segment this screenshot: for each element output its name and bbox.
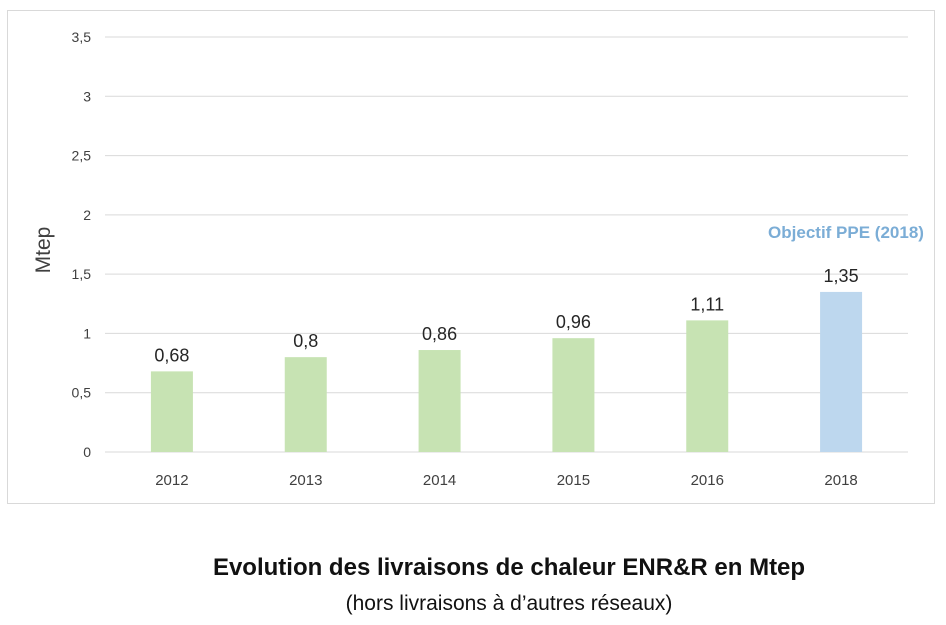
bar-value-label: 1,11 bbox=[690, 294, 724, 314]
x-tick-label: 2013 bbox=[289, 472, 322, 489]
data-labels: 0,68 0,8 0,86 0,96 1,11 1,35 bbox=[154, 266, 858, 365]
bar bbox=[418, 350, 461, 452]
bar bbox=[686, 320, 729, 452]
x-tick-label: 2016 bbox=[691, 472, 724, 489]
caption-title: Evolution des livraisons de chaleur ENR&… bbox=[212, 554, 806, 581]
x-axis-ticks: 2012 2013 2014 2015 2016 2018 bbox=[155, 472, 858, 489]
caption-subtitle: (hors livraisons à d’autres réseaux) bbox=[345, 592, 673, 615]
y-tick-label: 2 bbox=[83, 207, 91, 223]
y-axis-title: Mtep bbox=[32, 227, 55, 274]
x-tick-label: 2018 bbox=[824, 472, 857, 489]
y-axis-ticks: 0 0,5 1 1,5 2 2,5 3 3,5 bbox=[72, 29, 92, 460]
bar-value-label: 0,96 bbox=[556, 312, 591, 332]
y-tick-label: 0,5 bbox=[72, 385, 92, 401]
bar bbox=[552, 338, 595, 452]
bars bbox=[150, 291, 863, 452]
bar-value-label: 0,86 bbox=[422, 324, 457, 344]
y-tick-label: 0 bbox=[83, 444, 91, 460]
y-tick-label: 1,5 bbox=[72, 266, 92, 282]
bar bbox=[284, 357, 327, 452]
gridlines bbox=[105, 36, 908, 453]
x-tick-label: 2014 bbox=[423, 472, 456, 489]
bar-value-label: 0,68 bbox=[154, 345, 189, 365]
bar bbox=[150, 371, 193, 452]
target-annotation: Objectif PPE (2018) bbox=[768, 223, 924, 242]
bar-value-label: 0,8 bbox=[293, 331, 318, 351]
y-tick-label: 2,5 bbox=[72, 148, 92, 164]
y-tick-label: 3,5 bbox=[72, 29, 92, 45]
x-tick-label: 2015 bbox=[557, 472, 590, 489]
y-tick-label: 1 bbox=[83, 325, 91, 341]
y-tick-label: 3 bbox=[83, 88, 91, 104]
x-tick-label: 2012 bbox=[155, 472, 188, 489]
bar-value-label: 1,35 bbox=[824, 266, 859, 286]
bar bbox=[820, 291, 863, 452]
